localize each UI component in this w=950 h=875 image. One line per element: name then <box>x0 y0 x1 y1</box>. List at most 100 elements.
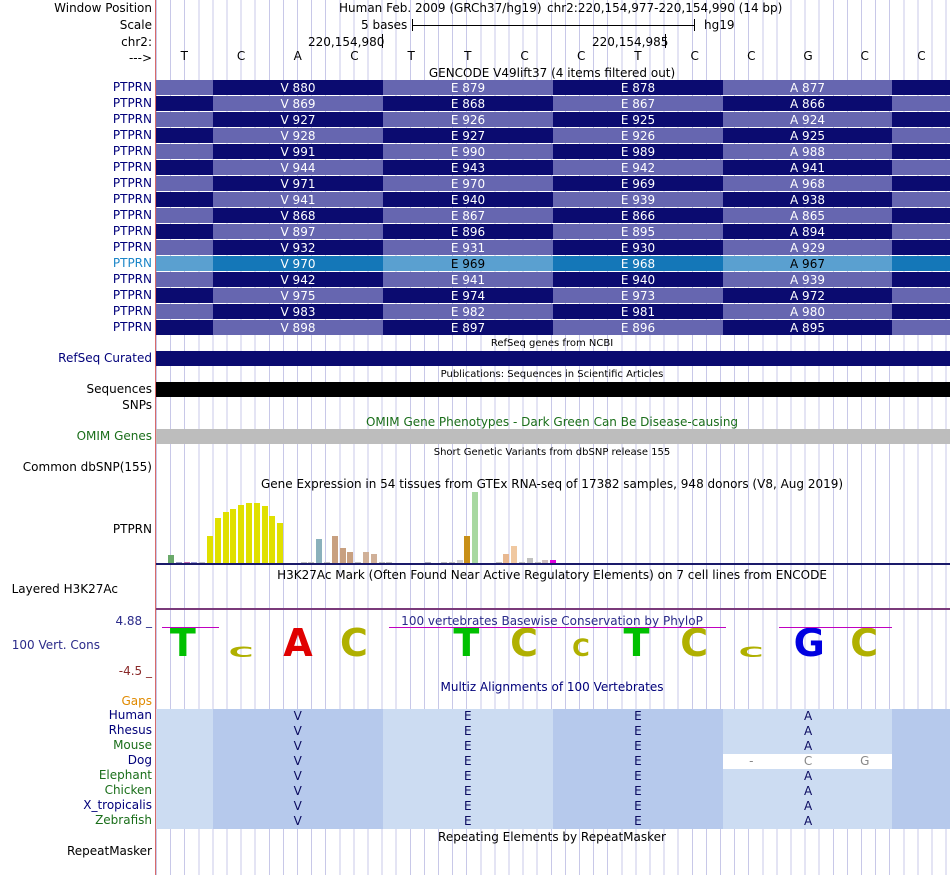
repeatmasker-track-title[interactable]: Repeating Elements by RepeatMasker <box>438 830 666 844</box>
gencode-transcript-label[interactable]: PTPRN <box>112 160 152 174</box>
gtex-tissue-bar[interactable] <box>370 554 377 564</box>
omim-track-title[interactable]: OMIM Gene Phenotypes - Dark Green Can Be… <box>365 415 739 429</box>
gencode-transcript-row[interactable]: V 897 E 896 E 895 A 894 <box>156 224 950 239</box>
repeatmasker-label[interactable]: RepeatMasker <box>66 844 152 858</box>
omim-phenotype-bar[interactable] <box>156 429 950 444</box>
publications-bar[interactable] <box>156 382 950 397</box>
gencode-transcript-row[interactable]: V 975 E 974 E 973 A 972 <box>156 288 950 303</box>
gtex-tissue-bar[interactable] <box>214 518 221 564</box>
gencode-transcript-label[interactable]: PTPRN <box>112 192 152 206</box>
gtex-track-title[interactable]: Gene Expression in 54 tissues from GTEx … <box>260 477 844 491</box>
gencode-transcript-label[interactable]: PTPRN <box>112 320 152 334</box>
species-label[interactable]: Mouse <box>113 738 152 752</box>
common-dbsnp-label[interactable]: Common dbSNP(155) <box>22 460 152 474</box>
gtex-gene-label[interactable]: PTPRN <box>112 522 152 536</box>
gencode-transcript-label[interactable]: PTPRN <box>112 288 152 302</box>
gencode-transcript-label[interactable]: PTPRN <box>112 208 152 222</box>
gtex-tissue-bar[interactable] <box>261 506 268 564</box>
gtex-tissue-bar[interactable] <box>277 523 284 564</box>
gtex-tissue-bar[interactable] <box>472 492 479 564</box>
gencode-transcript-label[interactable]: PTPRN <box>112 256 152 270</box>
gencode-transcript-row[interactable]: V 941 E 940 E 939 A 938 <box>156 192 950 207</box>
gtex-tissue-bar[interactable] <box>464 536 471 564</box>
gencode-transcript-label[interactable]: PTPRN <box>112 80 152 94</box>
gencode-transcript-row[interactable]: V 944 E 943 E 942 A 941 <box>156 160 950 175</box>
gencode-transcript-label[interactable]: PTPRN <box>112 224 152 238</box>
strand-arrow-label[interactable]: ---> <box>128 51 152 65</box>
refseq-curated-label[interactable]: RefSeq Curated <box>58 351 152 365</box>
species-label[interactable]: Rhesus <box>108 723 152 737</box>
multiz-track-title[interactable]: Multiz Alignments of 100 Vertebrates <box>440 680 664 694</box>
base-letter: C <box>747 49 756 63</box>
gtex-tissue-bar[interactable] <box>207 536 213 564</box>
gtex-tissue-bar[interactable] <box>238 505 245 564</box>
gencode-transcript-label[interactable]: PTPRN <box>112 304 152 318</box>
gtex-chart[interactable] <box>156 492 950 565</box>
gencode-transcript-label[interactable]: PTPRN <box>112 96 152 110</box>
dbsnp-track-title[interactable]: Short Genetic Variants from dbSNP releas… <box>433 447 671 458</box>
species-label[interactable]: Zebrafish <box>95 813 152 827</box>
gencode-transcript-row[interactable]: V 869 E 868 E 867 A 866 <box>156 96 950 111</box>
gencode-transcript-row[interactable]: V 942 E 941 E 940 A 939 <box>156 272 950 287</box>
snps-label[interactable]: SNPs <box>122 398 152 412</box>
gencode-transcript-row[interactable]: V 928 E 927 E 926 A 925 <box>156 128 950 143</box>
refseq-track-title[interactable]: RefSeq genes from NCBI <box>490 338 614 349</box>
refseq-gene-bar[interactable] <box>156 351 950 366</box>
gencode-transcript-label[interactable]: PTPRN <box>112 176 152 190</box>
species-label[interactable]: Dog <box>127 753 152 767</box>
omim-genes-label[interactable]: OMIM Genes <box>76 429 152 443</box>
gtex-tissue-bar[interactable] <box>222 512 229 564</box>
gtex-tissue-bar[interactable] <box>550 560 557 564</box>
gtex-tissue-bar[interactable] <box>526 558 533 564</box>
gencode-transcript-label[interactable]: PTPRN <box>112 144 152 158</box>
gtex-tissue-bar[interactable] <box>456 560 463 564</box>
gtex-tissue-bar[interactable] <box>253 503 260 564</box>
sequences-label[interactable]: Sequences <box>86 382 152 396</box>
publications-track-title[interactable]: Publications: Sequences in Scientific Ar… <box>440 369 664 380</box>
gtex-tissue-bar[interactable] <box>511 546 518 564</box>
gencode-transcript-label[interactable]: PTPRN <box>112 112 152 126</box>
gtex-tissue-bar[interactable] <box>230 509 237 564</box>
species-label[interactable]: X_tropicalis <box>83 798 152 812</box>
species-label[interactable]: Chicken <box>104 783 152 797</box>
gencode-transcript-row[interactable]: V 880 E 879 E 878 A 877 <box>156 80 950 95</box>
gtex-tissue-bar[interactable] <box>316 539 323 564</box>
gencode-transcript-label[interactable]: PTPRN <box>112 272 152 286</box>
gencode-track-title[interactable]: GENCODE V49lift37 (4 items filtered out) <box>428 66 676 80</box>
gencode-transcript-label[interactable]: PTPRN <box>112 240 152 254</box>
gencode-transcript-row[interactable]: V 971 E 970 E 969 A 968 <box>156 176 950 191</box>
gtex-tissue-bar[interactable] <box>339 548 346 564</box>
gencode-transcript-row[interactable]: V 970 E 969 E 968 A 967 <box>156 256 950 271</box>
gtex-tissue-bar[interactable] <box>331 536 338 564</box>
gtex-tissue-bar[interactable] <box>542 560 549 564</box>
gtex-tissue-bar[interactable] <box>168 555 174 564</box>
phylop-track-title[interactable]: 100 vertebrates Basewise Conservation by… <box>401 614 703 628</box>
gtex-tissue-bar[interactable] <box>347 552 354 564</box>
gtex-tissue-bar[interactable] <box>363 552 369 564</box>
gtex-tissue-bar[interactable] <box>246 503 252 564</box>
species-label[interactable]: Human <box>108 708 152 722</box>
gencode-transcript-label[interactable]: PTPRN <box>112 128 152 142</box>
gencode-transcript-row[interactable]: V 868 E 867 E 866 A 865 <box>156 208 950 223</box>
gencode-transcript-row[interactable]: V 927 E 926 E 925 A 924 <box>156 112 950 127</box>
gtex-tissue-bar[interactable] <box>269 516 276 564</box>
gencode-transcript-row[interactable]: V 932 E 931 E 930 A 929 <box>156 240 950 255</box>
species-label[interactable]: Elephant <box>98 768 152 782</box>
h3k27ac-signal-line[interactable] <box>156 608 950 610</box>
layered-h3k27ac-label[interactable]: Layered H3K27Ac <box>11 582 118 596</box>
gencode-transcript-row[interactable]: V 983 E 982 E 981 A 980 <box>156 304 950 319</box>
gencode-transcript-row[interactable]: V 991 E 990 E 989 A 988 <box>156 144 950 159</box>
gencode-transcript-row[interactable]: V 898 E 897 E 896 A 895 <box>156 320 950 335</box>
gtex-tissue-bar[interactable] <box>503 554 510 564</box>
phylop-track-label[interactable]: 100 Vert. Cons <box>11 638 100 652</box>
h3k27ac-track-title[interactable]: H3K27Ac Mark (Often Found Near Active Re… <box>277 568 827 582</box>
